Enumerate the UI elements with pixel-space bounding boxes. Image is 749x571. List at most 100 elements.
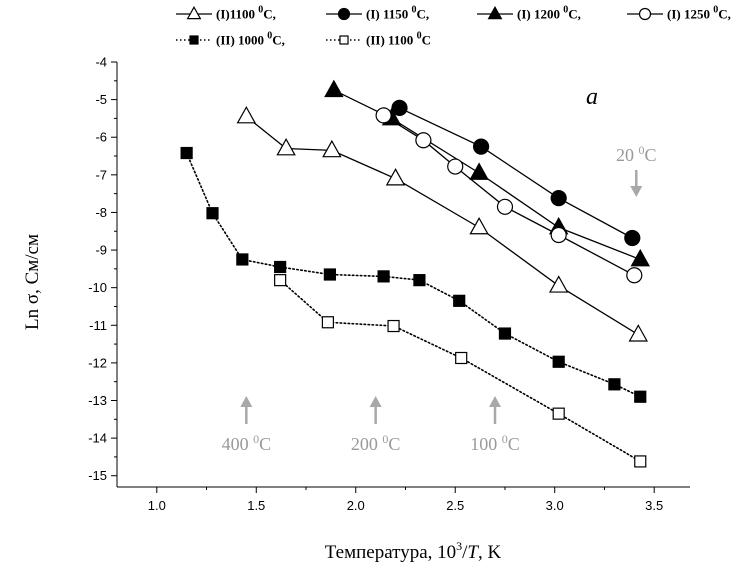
legend-item: (I)1100 0C, xyxy=(176,5,276,22)
data-point xyxy=(608,378,621,391)
legend-item: (I) 1250 0C, xyxy=(627,5,731,22)
data-point xyxy=(624,229,641,247)
data-point xyxy=(472,138,490,155)
data-point xyxy=(626,267,643,284)
data-point xyxy=(180,146,193,160)
y-tick-label: -11 xyxy=(89,318,107,333)
legend-label: (II) 1000 0C, xyxy=(216,31,285,48)
y-tick-label: -12 xyxy=(88,355,107,370)
data-point xyxy=(236,253,249,266)
data-point xyxy=(413,274,426,287)
series-1 xyxy=(236,106,648,342)
legend-label: (I) 1200 0C, xyxy=(517,5,581,22)
temperature-annotation: 100 0C xyxy=(470,396,520,454)
legend-marker xyxy=(638,7,652,21)
data-point xyxy=(498,327,512,340)
arrow-head-up xyxy=(240,396,253,407)
data-point xyxy=(550,226,567,244)
data-point xyxy=(385,168,406,186)
data-point xyxy=(324,79,344,98)
x-tick-label: 1.0 xyxy=(148,498,166,513)
legend-label: (I)1100 0C, xyxy=(216,5,276,22)
data-point xyxy=(630,248,650,267)
legend-marker xyxy=(337,7,351,21)
legend-marker xyxy=(186,5,202,20)
temperature-label: 400 0C xyxy=(222,432,272,454)
data-point xyxy=(634,390,647,403)
x-tick-label: 1.5 xyxy=(247,498,265,513)
y-tick-label: -10 xyxy=(88,280,107,295)
y-tick-label: -5 xyxy=(95,92,107,107)
series-group xyxy=(180,79,650,468)
temperature-label: 100 0C xyxy=(470,432,520,454)
data-point xyxy=(628,324,648,342)
data-point xyxy=(274,260,287,274)
y-tick-label: -8 xyxy=(95,205,107,220)
data-point xyxy=(453,294,466,307)
temperature-label: 20 0C xyxy=(616,143,657,165)
series-line xyxy=(399,107,633,239)
legend-marker xyxy=(487,5,503,20)
legend: (I)1100 0C, (I) 1150 0C, (I) 1200 0C, (I) 1… xyxy=(176,5,731,48)
series-2 xyxy=(391,99,641,247)
data-point xyxy=(469,162,489,180)
x-tick-label: 2.5 xyxy=(446,498,464,513)
x-tick-label: 2.0 xyxy=(347,498,365,513)
legend-item: (II) 1000 0C, xyxy=(176,31,285,48)
x-axis-label: Температура, 103/T, K xyxy=(325,539,502,563)
y-tick-label: -9 xyxy=(95,243,107,258)
series-line xyxy=(279,279,642,463)
arrow-head-down xyxy=(630,186,643,197)
data-point xyxy=(206,207,219,220)
data-point xyxy=(469,216,489,235)
temperature-annotation: 200 0C xyxy=(351,396,400,454)
y-axis-label: Ln σ, См/см xyxy=(22,234,43,330)
y-tick-label: -4 xyxy=(95,55,107,70)
series-3 xyxy=(324,79,650,267)
data-point xyxy=(552,407,565,420)
data-point xyxy=(323,268,336,281)
temperature-annotations: 400 0C 200 0C 100 0C 20 0C xyxy=(222,143,657,454)
series-line xyxy=(185,152,642,398)
data-point xyxy=(455,351,468,365)
axes: 1.0 1.5 2.0 2.5 3.0 3.5 -4 -5 -6 -7 -8 -9 -10 -11 -12 -… xyxy=(88,55,690,513)
data-point xyxy=(415,132,432,149)
data-point xyxy=(550,190,567,207)
data-point xyxy=(377,270,390,283)
y-tick-label: -7 xyxy=(95,167,107,182)
arrow-head-up xyxy=(369,396,382,407)
legend-label: (II) 1100 0C xyxy=(366,31,431,48)
series-4 xyxy=(375,107,643,284)
temperature-annotation: 400 0C xyxy=(222,396,272,454)
x-tick-label: 3.0 xyxy=(546,498,564,513)
arrow-head-up xyxy=(489,396,502,407)
data-point xyxy=(274,274,287,287)
series-5 xyxy=(180,146,647,403)
temperature-annotation: 20 0C xyxy=(616,143,657,197)
legend-item: (II) 1100 0C xyxy=(326,31,431,48)
data-point xyxy=(236,106,257,124)
x-tick-label: 3.5 xyxy=(645,498,663,513)
legend-item: (I) 1200 0C, xyxy=(477,5,581,22)
legend-label: (I) 1150 0C, xyxy=(366,5,429,22)
y-tick-label: -6 xyxy=(95,130,107,145)
data-point xyxy=(548,275,569,293)
legend-item: (I) 1150 0C, xyxy=(326,5,429,22)
data-point xyxy=(552,355,565,368)
data-point xyxy=(387,319,400,333)
y-tick-label: -13 xyxy=(88,393,107,408)
data-point xyxy=(634,455,647,468)
data-point xyxy=(276,137,296,156)
data-point xyxy=(447,158,464,175)
legend-marker xyxy=(189,35,199,45)
series-6 xyxy=(274,274,647,468)
y-tick-label: -15 xyxy=(88,468,107,483)
y-tick-label: -14 xyxy=(88,431,107,446)
panel-letter: a xyxy=(586,84,598,110)
data-point xyxy=(375,107,392,124)
legend-label: (I) 1250 0C, xyxy=(667,5,731,22)
data-point xyxy=(321,316,334,329)
data-point xyxy=(391,99,408,116)
data-point xyxy=(322,139,342,158)
